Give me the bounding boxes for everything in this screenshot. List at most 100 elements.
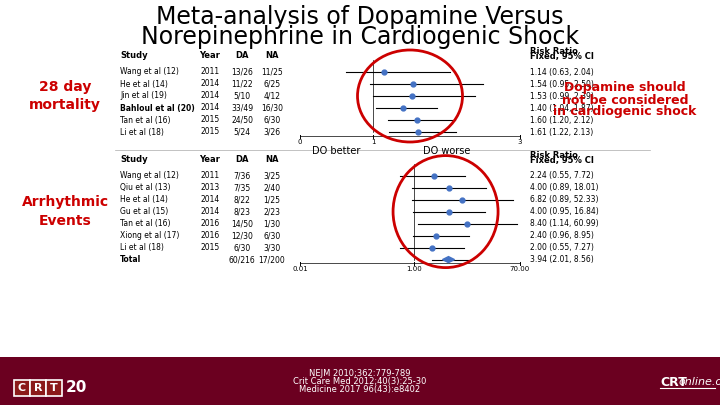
Text: 1: 1 xyxy=(371,139,376,145)
Text: 17/200: 17/200 xyxy=(258,255,285,264)
Text: 2.24 (0.55, 7.72): 2.24 (0.55, 7.72) xyxy=(530,171,594,180)
Text: 3/30: 3/30 xyxy=(264,243,281,252)
Text: NEJM 2010;362:779-789: NEJM 2010;362:779-789 xyxy=(310,369,410,378)
Text: 2015: 2015 xyxy=(200,243,220,252)
Text: DO worse: DO worse xyxy=(423,146,470,156)
Text: 6/30: 6/30 xyxy=(233,243,251,252)
Text: 11/22: 11/22 xyxy=(231,79,253,89)
Text: Norepinephrine in Cardiogenic Shock: Norepinephrine in Cardiogenic Shock xyxy=(141,25,579,49)
Text: 1.60 (1.20, 2.12): 1.60 (1.20, 2.12) xyxy=(530,115,593,124)
Text: 33/49: 33/49 xyxy=(231,104,253,113)
FancyBboxPatch shape xyxy=(14,380,30,396)
Text: Xiong et al (17): Xiong et al (17) xyxy=(120,231,179,240)
Text: He et al (14): He et al (14) xyxy=(120,195,168,204)
Text: Li et al (18): Li et al (18) xyxy=(120,128,164,136)
Text: Fixed, 95% CI: Fixed, 95% CI xyxy=(530,156,594,164)
Polygon shape xyxy=(443,257,454,262)
Text: 13/26: 13/26 xyxy=(231,68,253,77)
Text: 2.00 (0.55, 7.27): 2.00 (0.55, 7.27) xyxy=(530,243,594,252)
Text: Total: Total xyxy=(120,255,141,264)
Text: 2/40: 2/40 xyxy=(264,183,281,192)
Text: 1.54 (0.95, 2.50): 1.54 (0.95, 2.50) xyxy=(530,79,594,89)
Text: 2016: 2016 xyxy=(200,219,220,228)
Text: Risk Ratio: Risk Ratio xyxy=(530,47,578,56)
Text: 8.40 (1.14, 60.99): 8.40 (1.14, 60.99) xyxy=(530,219,598,228)
Text: C: C xyxy=(18,383,26,393)
Text: R: R xyxy=(34,383,42,393)
Text: 24/50: 24/50 xyxy=(231,115,253,124)
Text: 4/12: 4/12 xyxy=(264,92,281,100)
Text: 3: 3 xyxy=(518,139,522,145)
Text: 11/25: 11/25 xyxy=(261,68,283,77)
Text: 70.00: 70.00 xyxy=(510,266,530,272)
Bar xyxy=(0,357,720,405)
Text: 20: 20 xyxy=(66,381,87,396)
Text: Medicine 2017 96(43):e8402: Medicine 2017 96(43):e8402 xyxy=(300,385,420,394)
Text: 5/24: 5/24 xyxy=(233,128,251,136)
Text: Wang et al (12): Wang et al (12) xyxy=(120,171,179,180)
Text: Arrhythmic
Events: Arrhythmic Events xyxy=(22,195,109,228)
Text: Qiu et al (13): Qiu et al (13) xyxy=(120,183,171,192)
Text: 2/23: 2/23 xyxy=(264,207,281,216)
Text: 5/10: 5/10 xyxy=(233,92,251,100)
Text: 2015: 2015 xyxy=(200,128,220,136)
Text: 2014: 2014 xyxy=(200,195,220,204)
Text: 1/30: 1/30 xyxy=(264,219,281,228)
Text: 2011: 2011 xyxy=(200,68,220,77)
Text: 12/30: 12/30 xyxy=(231,231,253,240)
Text: T: T xyxy=(50,383,58,393)
Text: 8/22: 8/22 xyxy=(233,195,251,204)
Text: 1/25: 1/25 xyxy=(264,195,281,204)
Text: 16/30: 16/30 xyxy=(261,104,283,113)
Text: Risk Ratio: Risk Ratio xyxy=(530,151,578,160)
Text: 14/50: 14/50 xyxy=(231,219,253,228)
FancyBboxPatch shape xyxy=(30,380,46,396)
Text: Wang et al (12): Wang et al (12) xyxy=(120,68,179,77)
Text: Tan et al (16): Tan et al (16) xyxy=(120,115,171,124)
Text: Fixed, 95% CI: Fixed, 95% CI xyxy=(530,52,594,61)
Text: DO better: DO better xyxy=(312,146,361,156)
Text: Dopamine should: Dopamine should xyxy=(564,81,686,94)
Text: 2014: 2014 xyxy=(200,207,220,216)
Text: 2014: 2014 xyxy=(200,104,220,113)
Text: DA: DA xyxy=(235,51,248,60)
Text: 6/30: 6/30 xyxy=(264,231,281,240)
Text: 2011: 2011 xyxy=(200,171,220,180)
Text: CRT: CRT xyxy=(660,375,687,388)
Text: 0: 0 xyxy=(298,139,302,145)
Text: Study: Study xyxy=(120,155,148,164)
Text: NA: NA xyxy=(265,51,279,60)
Text: DA: DA xyxy=(235,155,248,164)
Text: 28 day
mortality: 28 day mortality xyxy=(29,80,101,112)
Text: 7/36: 7/36 xyxy=(233,171,251,180)
Text: Year: Year xyxy=(199,51,220,60)
Text: 4.00 (0.89, 18.01): 4.00 (0.89, 18.01) xyxy=(530,183,598,192)
Text: NA: NA xyxy=(265,155,279,164)
Text: 2.40 (0.96, 8.95): 2.40 (0.96, 8.95) xyxy=(530,231,594,240)
Text: Li et al (18): Li et al (18) xyxy=(120,243,164,252)
Text: 60/216: 60/216 xyxy=(229,255,256,264)
Text: Crit Care Med 2012;40(3):25-30: Crit Care Med 2012;40(3):25-30 xyxy=(293,377,427,386)
Text: Bahloul et al (20): Bahloul et al (20) xyxy=(120,104,194,113)
Text: 1.61 (1.22, 2.13): 1.61 (1.22, 2.13) xyxy=(530,128,593,136)
Text: 4.00 (0.95, 16.84): 4.00 (0.95, 16.84) xyxy=(530,207,599,216)
Text: 1.14 (0.63, 2.04): 1.14 (0.63, 2.04) xyxy=(530,68,594,77)
Text: 2015: 2015 xyxy=(200,115,220,124)
Text: in cardiogenic shock: in cardiogenic shock xyxy=(553,105,697,119)
Text: 6/30: 6/30 xyxy=(264,115,281,124)
Text: He et al (14): He et al (14) xyxy=(120,79,168,89)
Text: 2014: 2014 xyxy=(200,79,220,89)
FancyBboxPatch shape xyxy=(46,380,62,396)
Text: 1.00: 1.00 xyxy=(407,266,423,272)
Text: 2016: 2016 xyxy=(200,231,220,240)
Text: Year: Year xyxy=(199,155,220,164)
Text: 2013: 2013 xyxy=(200,183,220,192)
Text: 1.40 (1.04, 1.87): 1.40 (1.04, 1.87) xyxy=(530,104,593,113)
Text: 0.01: 0.01 xyxy=(292,266,308,272)
Text: not be considered: not be considered xyxy=(562,94,688,107)
Text: Jin et al (19): Jin et al (19) xyxy=(120,92,167,100)
Text: Study: Study xyxy=(120,51,148,60)
Text: Tan et al (16): Tan et al (16) xyxy=(120,219,171,228)
Text: 7/35: 7/35 xyxy=(233,183,251,192)
Text: Gu et al (15): Gu et al (15) xyxy=(120,207,168,216)
